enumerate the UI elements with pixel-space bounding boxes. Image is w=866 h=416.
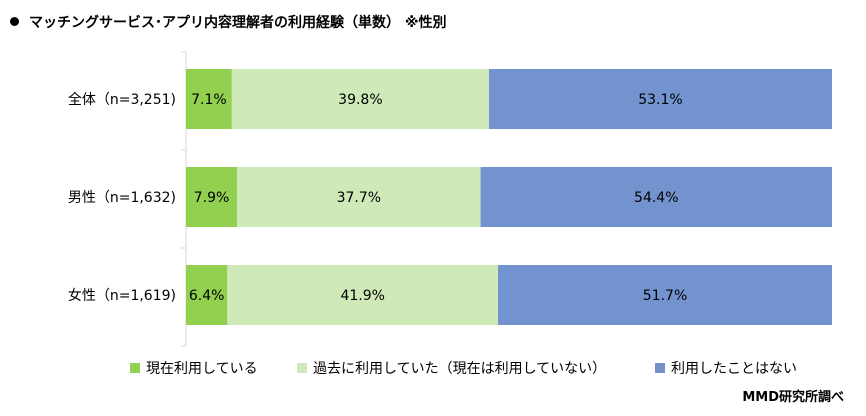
bar-segment-2-1 [227,265,499,325]
bar-segment-1-2 [480,167,832,227]
bar-segment-2-0 [186,265,228,325]
bullet-icon [10,17,19,26]
bar-segment-0-2 [488,69,832,129]
legend-label-never: 利用したことはない [671,361,797,377]
data-label-1-0: 7.9% [194,190,230,206]
data-label-2-1: 41.9% [340,288,384,304]
data-label-2-2: 51.7% [643,288,687,304]
legend-item-current: 現在利用している [130,358,258,378]
data-label-0-0: 7.1% [191,92,227,108]
bar-segment-2-2 [498,265,832,325]
legend-label-past: 過去に利用していた（現在は利用していない） [313,361,607,377]
category-label-2: 女性（n=1,619) [68,287,176,304]
data-label-0-1: 39.8% [338,92,382,108]
chart-title: マッチングサービス･アプリ内容理解者の利用経験（単数） ※性別 [29,15,447,31]
category-label-1: 男性（n=1,632) [68,190,176,206]
bar-segment-0-0 [186,69,232,129]
chart-title-row: マッチングサービス･アプリ内容理解者の利用経験（単数） ※性別 [10,12,446,32]
legend-swatch-current [130,363,140,373]
legend-swatch-never [655,363,665,373]
bar-segment-1-0 [186,167,238,227]
data-label-1-1: 37.7% [337,190,381,206]
data-label-1-2: 54.4% [634,190,678,206]
legend-item-past: 過去に利用していた（現在は利用していない） [297,358,606,378]
source-credit: MMD研究所調べ [742,390,844,405]
legend-swatch-past [297,363,307,373]
data-label-0-2: 53.1% [638,92,682,108]
bar-segment-0-1 [231,69,489,129]
bar-segment-1-1 [237,167,481,227]
legend-label-current: 現在利用している [146,361,258,377]
data-label-2-0: 6.4% [189,288,225,304]
category-label-0: 全体（n=3,251) [68,91,176,108]
legend-item-never: 利用したことはない [655,358,797,378]
